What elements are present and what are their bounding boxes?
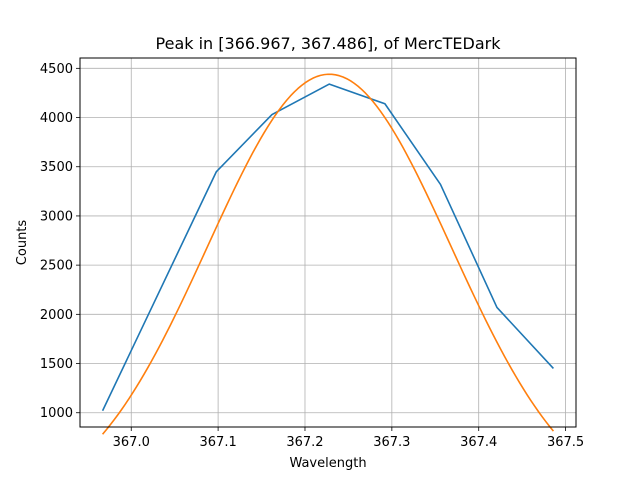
y-tick-label: 1000: [40, 406, 73, 421]
x-tick-label: 367.0: [113, 435, 150, 450]
y-axis-label: Counts: [15, 220, 30, 266]
x-tick-label: 367.3: [373, 435, 410, 450]
plot-frame: [79, 57, 577, 428]
y-tick-label: 1500: [40, 357, 73, 372]
x-axis-label: Wavelength: [289, 456, 366, 471]
x-tick-label: 367.2: [286, 435, 323, 450]
y-axis: 1000 1500 2000 2500 3000 3500 4000 4500: [40, 62, 80, 421]
grid: [80, 58, 576, 427]
chart-title: Peak in [366.967, 367.486], of MercTEDar…: [156, 34, 502, 53]
x-tick-label: 367.4: [460, 435, 497, 450]
y-tick-label: 2000: [40, 308, 73, 323]
x-tick-label: 367.1: [200, 435, 237, 450]
y-tick-label: 2500: [40, 259, 73, 274]
y-tick-label: 4000: [40, 111, 73, 126]
y-tick-label: 3000: [40, 209, 73, 224]
fit-curve-line: [101, 73, 555, 435]
x-tick-label: 367.5: [547, 435, 584, 450]
plot-series: [101, 73, 555, 435]
y-tick-label: 3500: [40, 160, 73, 175]
data-series-line: [101, 83, 555, 412]
y-tick-label: 4500: [40, 62, 73, 77]
x-axis: 367.0 367.1 367.2 367.3 367.4 367.5: [113, 427, 584, 450]
